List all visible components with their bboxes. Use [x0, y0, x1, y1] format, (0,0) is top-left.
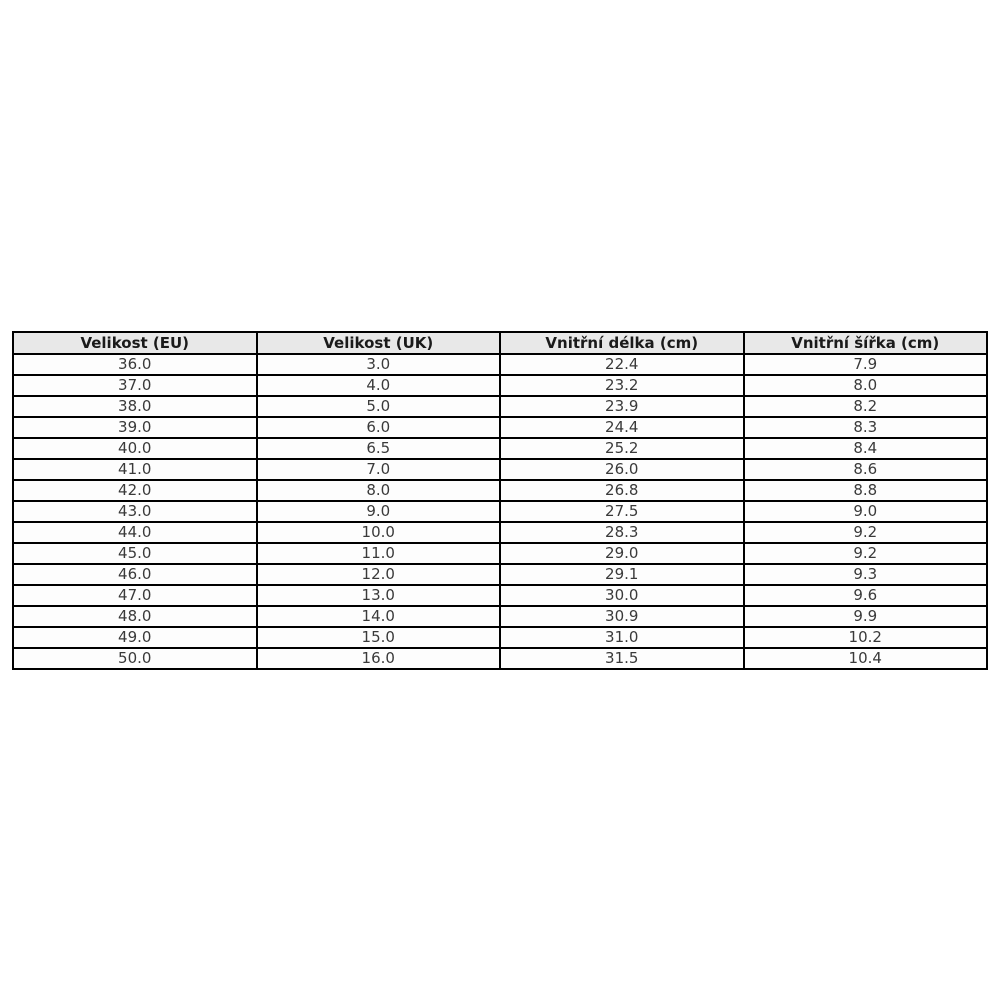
- table-row: 39.0 6.0 24.4 8.3: [12, 416, 988, 439]
- table-row: 49.0 15.0 31.0 10.2: [12, 626, 988, 649]
- table-row: 40.0 6.5 25.2 8.4: [12, 437, 988, 460]
- table-row: 47.0 13.0 30.0 9.6: [12, 584, 988, 607]
- table-cell: 9.0: [742, 500, 988, 523]
- table-cell: 49.0: [12, 626, 258, 649]
- table-cell: 43.0: [12, 500, 258, 523]
- table-cell: 7.9: [742, 353, 988, 376]
- table-cell: 39.0: [12, 416, 258, 439]
- table-cell: 9.6: [742, 584, 988, 607]
- table-row: 46.0 12.0 29.1 9.3: [12, 563, 988, 586]
- table-cell: 6.5: [255, 437, 501, 460]
- table-cell: 10.4: [742, 647, 988, 670]
- table-cell: 8.3: [742, 416, 988, 439]
- table-cell: 8.8: [742, 479, 988, 502]
- table-cell: 47.0: [12, 584, 258, 607]
- column-header-uk-size: Velikost (UK): [255, 331, 501, 355]
- table-cell: 48.0: [12, 605, 258, 628]
- table-cell: 40.0: [12, 437, 258, 460]
- table-cell: 31.0: [499, 626, 745, 649]
- table-cell: 9.9: [742, 605, 988, 628]
- table-cell: 28.3: [499, 521, 745, 544]
- table-cell: 10.0: [255, 521, 501, 544]
- table-cell: 9.2: [742, 542, 988, 565]
- table-cell: 30.0: [499, 584, 745, 607]
- table-cell: 23.2: [499, 374, 745, 397]
- table-row: 41.0 7.0 26.0 8.6: [12, 458, 988, 481]
- table-cell: 30.9: [499, 605, 745, 628]
- table-cell: 46.0: [12, 563, 258, 586]
- column-header-inner-width: Vnitřní šířka (cm): [742, 331, 988, 355]
- table-cell: 37.0: [12, 374, 258, 397]
- table-row: 50.0 16.0 31.5 10.4: [12, 647, 988, 670]
- table-cell: 36.0: [12, 353, 258, 376]
- table-cell: 26.8: [499, 479, 745, 502]
- table-cell: 27.5: [499, 500, 745, 523]
- table-cell: 42.0: [12, 479, 258, 502]
- table-cell: 29.0: [499, 542, 745, 565]
- table-cell: 6.0: [255, 416, 501, 439]
- size-chart-table: Velikost (EU) Velikost (UK) Vnitřní délk…: [12, 331, 988, 670]
- table-cell: 5.0: [255, 395, 501, 418]
- column-header-inner-length: Vnitřní délka (cm): [499, 331, 745, 355]
- table-row: 48.0 14.0 30.9 9.9: [12, 605, 988, 628]
- table-cell: 8.0: [742, 374, 988, 397]
- table-cell: 9.3: [742, 563, 988, 586]
- table-header-row: Velikost (EU) Velikost (UK) Vnitřní délk…: [12, 331, 988, 355]
- table-cell: 23.9: [499, 395, 745, 418]
- table-cell: 13.0: [255, 584, 501, 607]
- table-row: 42.0 8.0 26.8 8.8: [12, 479, 988, 502]
- table-cell: 44.0: [12, 521, 258, 544]
- table-row: 45.0 11.0 29.0 9.2: [12, 542, 988, 565]
- table-cell: 15.0: [255, 626, 501, 649]
- table-cell: 50.0: [12, 647, 258, 670]
- table-cell: 29.1: [499, 563, 745, 586]
- table-cell: 16.0: [255, 647, 501, 670]
- table-cell: 9.0: [255, 500, 501, 523]
- table-cell: 41.0: [12, 458, 258, 481]
- table-row: 38.0 5.0 23.9 8.2: [12, 395, 988, 418]
- table-row: 37.0 4.0 23.2 8.0: [12, 374, 988, 397]
- table-cell: 31.5: [499, 647, 745, 670]
- table-cell: 8.4: [742, 437, 988, 460]
- size-chart-container: Velikost (EU) Velikost (UK) Vnitřní délk…: [12, 331, 988, 670]
- table-cell: 3.0: [255, 353, 501, 376]
- table-cell: 26.0: [499, 458, 745, 481]
- table-cell: 11.0: [255, 542, 501, 565]
- table-body: 36.0 3.0 22.4 7.9 37.0 4.0 23.2 8.0 38.0 5.0 23.9 8…: [12, 353, 988, 670]
- table-cell: 8.0: [255, 479, 501, 502]
- table-cell: 25.2: [499, 437, 745, 460]
- table-cell: 14.0: [255, 605, 501, 628]
- table-cell: 10.2: [742, 626, 988, 649]
- table-cell: 8.2: [742, 395, 988, 418]
- table-cell: 38.0: [12, 395, 258, 418]
- table-cell: 45.0: [12, 542, 258, 565]
- table-row: 36.0 3.0 22.4 7.9: [12, 353, 988, 376]
- table-cell: 24.4: [499, 416, 745, 439]
- table-row: 44.0 10.0 28.3 9.2: [12, 521, 988, 544]
- table-cell: 22.4: [499, 353, 745, 376]
- table-cell: 7.0: [255, 458, 501, 481]
- table-header: Velikost (EU) Velikost (UK) Vnitřní délk…: [12, 331, 988, 355]
- table-row: 43.0 9.0 27.5 9.0: [12, 500, 988, 523]
- column-header-eu-size: Velikost (EU): [12, 331, 258, 355]
- table-cell: 4.0: [255, 374, 501, 397]
- table-cell: 12.0: [255, 563, 501, 586]
- table-cell: 9.2: [742, 521, 988, 544]
- table-cell: 8.6: [742, 458, 988, 481]
